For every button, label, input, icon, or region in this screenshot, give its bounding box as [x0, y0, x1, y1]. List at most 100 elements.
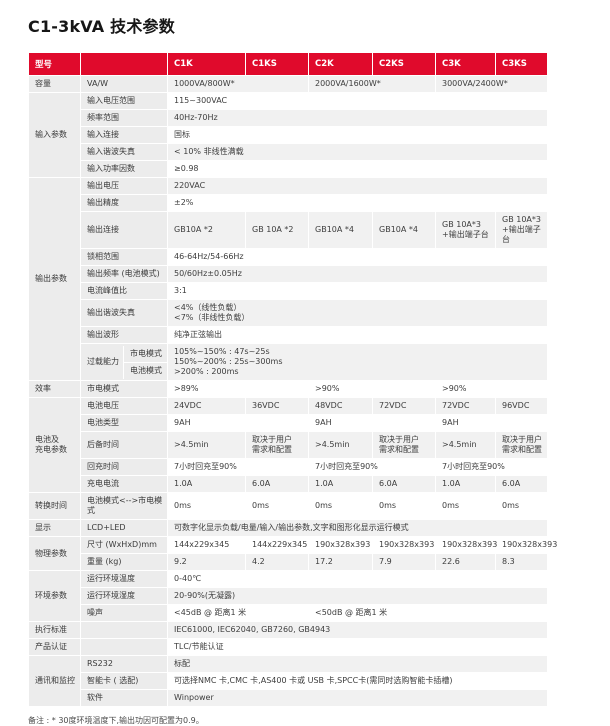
table-row: 充电电流 1.0A 6.0A 1.0A 6.0A 1.0A 6.0A: [29, 475, 548, 493]
table-row: 输出谐波失真 <4%（线性负载） <7%（非线性负载）: [29, 299, 548, 327]
row-label: 电池模式<-->市电模式: [80, 492, 168, 520]
spec-value: IEC61000, IEC62040, GB7260, GB4943: [167, 621, 548, 639]
spec-value: 46-64Hz/54-66Hz: [167, 248, 548, 266]
spec-value: 1.0A: [167, 475, 246, 493]
spec-value: 72VDC: [435, 397, 496, 415]
spec-value: 0ms: [435, 492, 496, 520]
row-label: [80, 638, 168, 656]
row-label: 重量 (kg): [80, 553, 168, 571]
table-row: 回充时间 7小时回充至90% 7小时回充至90% 7小时回充至90%: [29, 458, 548, 476]
table-row: 输入谐波失真 < 10% 非线性满载: [29, 143, 548, 161]
spec-value: <4%（线性负载） <7%（非线性负载）: [167, 299, 548, 327]
row-group-label: 通讯和监控: [28, 655, 81, 707]
table-row: 环境参数 运行环境温度 0-40℃: [28, 570, 548, 622]
spec-value: 144x229x345: [245, 536, 309, 554]
spec-value: 国标: [167, 126, 548, 144]
spec-value: 0ms: [167, 492, 246, 520]
spec-value: >4.5min: [435, 431, 496, 459]
row-label: 充电电流: [80, 475, 168, 493]
table-row: 输出频率 (电池模式) 50/60Hz±0.05Hz: [29, 265, 548, 283]
row-group-label: 物理参数: [28, 536, 81, 571]
spec-value: 0ms: [245, 492, 309, 520]
row-group-label: 容量: [28, 75, 81, 93]
spec-value: GB 10A*3 +输出端子台: [435, 211, 496, 249]
spec-value: 190x328x393: [495, 536, 557, 554]
table-row: 软件 Winpower: [29, 689, 548, 707]
spec-value: 取决于用户 需求和配置: [245, 431, 309, 459]
row-label: 输出连接: [80, 211, 168, 249]
row-label: 输入电压范围: [80, 92, 168, 110]
column-header: C3K: [435, 52, 496, 76]
row-label: 智能卡 ( 选配): [80, 672, 168, 690]
spec-value: 22.6: [435, 553, 496, 571]
row-label: 尺寸 (WxHxD)mm: [80, 536, 168, 554]
spec-value: GB 10A*3 +输出端子台: [495, 211, 548, 249]
header-row: 型号 C1K C1KS C2K C2KS C3K C3KS: [28, 52, 548, 76]
row-label: 输入功率因数: [80, 160, 168, 178]
row-label: 噪声: [80, 604, 168, 622]
spec-value: 1.0A: [308, 475, 373, 493]
spec-value: 6.0A: [495, 475, 548, 493]
page-title: C1-3kVA 技术参数: [28, 17, 175, 36]
table-row: 电流峰值比 3:1: [29, 282, 548, 300]
row-label: 软件: [80, 689, 168, 707]
row-group-label: 环境参数: [28, 570, 81, 622]
spec-value: 190x328x393: [435, 536, 497, 554]
spec-value: 72VDC: [372, 397, 436, 415]
row-label: RS232: [80, 655, 168, 673]
row-label: 运行环境湿度: [80, 587, 168, 605]
spec-value: 3:1: [167, 282, 548, 300]
row-label: 输出频率 (电池模式): [80, 265, 168, 283]
spec-value: <50dB @ 距离1 米: [308, 604, 548, 622]
table-row: 频率范围 40Hz-70Hz: [29, 109, 548, 127]
spec-value: 取决于用户 需求和配置: [372, 431, 436, 459]
spec-value: 3000VA/2400W*: [435, 75, 548, 93]
spec-value: 24VDC: [167, 397, 246, 415]
spec-value: 7小时回充至90%: [167, 458, 309, 476]
spec-value: 190x328x393: [372, 536, 436, 554]
spec-value: Winpower: [167, 689, 548, 707]
row-label: 市电模式: [80, 380, 168, 398]
column-header: C2KS: [372, 52, 436, 76]
spec-value: 7小时回充至90%: [435, 458, 548, 476]
row-label: 回充时间: [80, 458, 168, 476]
spec-value: >4.5min: [308, 431, 373, 459]
spec-value: 220VAC: [167, 177, 548, 195]
spec-value: 2000VA/1600W*: [308, 75, 436, 93]
table-row: 输入参数 输入电压范围 115~300VAC: [28, 92, 548, 178]
table-row: 锁相范围 46-64Hz/54-66Hz: [29, 248, 548, 266]
spec-value: 9AH: [308, 414, 436, 432]
spec-value: 4.2: [245, 553, 309, 571]
spec-value: 7.9: [372, 553, 436, 571]
footnote: 备注 : * 30度环境温度下,输出功因可配置为0.9。: [28, 716, 204, 725]
row-sublabel: 电池模式: [124, 361, 167, 379]
table-row: 电池类型 9AH 9AH 9AH: [29, 414, 548, 432]
table-row: 效率 市电模式 >89% >90% >90%: [28, 380, 548, 398]
spec-value: 0ms: [372, 492, 436, 520]
row-label: 电池电压: [80, 397, 168, 415]
row-group-label: 显示: [28, 519, 81, 537]
spec-value: 36VDC: [245, 397, 309, 415]
row-label: 输入谐波失真: [80, 143, 168, 161]
spec-value: 8.3: [495, 553, 548, 571]
spec-value: ±2%: [167, 194, 548, 212]
table-row: 执行标准 IEC61000, IEC62040, GB7260, GB4943: [28, 621, 548, 639]
table-row: 物理参数 尺寸 (WxHxD)mm 144x229x345 144x229x345 19…: [28, 536, 557, 571]
column-header: 型号: [28, 52, 81, 76]
spec-value: 48VDC: [308, 397, 373, 415]
table-row: 运行环境湿度 20-90%(无凝露): [29, 587, 548, 605]
row-group-label: 执行标准: [28, 621, 81, 639]
spec-value: 20-90%(无凝露): [167, 587, 548, 605]
row-label: 后备时间: [80, 431, 168, 459]
table-row: 后备时间 >4.5min 取决于用户 需求和配置 >4.5min 取决于用户 需求和配置 >4…: [29, 431, 548, 459]
spec-value: 1.0A: [435, 475, 496, 493]
row-label: 输出精度: [80, 194, 168, 212]
row-label: 运行环境温度: [80, 570, 168, 588]
spec-value: 190x328x393: [308, 536, 373, 554]
spec-value: >90%: [435, 380, 548, 398]
spec-value: 0ms: [495, 492, 548, 520]
spec-value: 可选择NMC 卡,CMC 卡,AS400 卡或 USB 卡,SPCC卡(需同时选…: [167, 672, 548, 690]
row-label: 输出电压: [80, 177, 168, 195]
table-row: 容量 VA/W 1000VA/800W* 2000VA/1600W* 3000VA/24…: [28, 75, 548, 93]
